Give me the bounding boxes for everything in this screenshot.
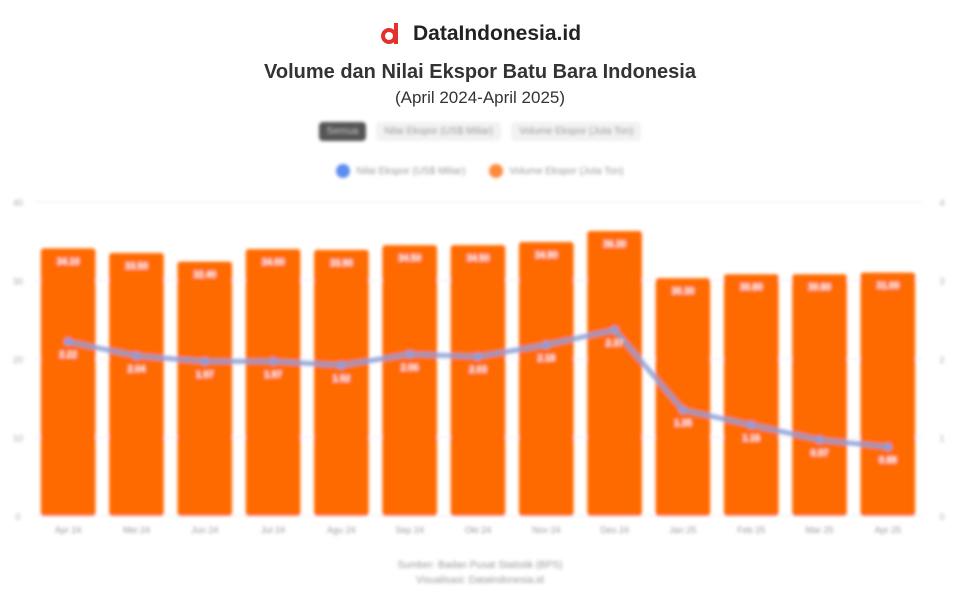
bar (723, 274, 779, 516)
line-point (474, 352, 482, 361)
bar (655, 278, 711, 516)
series-toggle-group: Semua Nilai Ekspor (US$ Miliar) Volume E… (0, 122, 960, 141)
bar (860, 272, 916, 516)
chart-title: Volume dan Nilai Ekspor Batu Bara Indone… (264, 61, 696, 83)
bar (792, 274, 847, 516)
bar (382, 245, 438, 517)
x-tick-label: Mar 25 (806, 525, 834, 535)
line-data-label: 2.18 (538, 353, 556, 363)
bar-data-label: 34.50 (398, 253, 421, 263)
left-tick-label: 0 (15, 512, 20, 522)
left-tick-label: 20 (13, 355, 23, 365)
line-data-label: 0.88 (879, 455, 897, 465)
brand-logo: DataIndonesia.id (0, 22, 960, 46)
bar-data-label: 30.80 (740, 282, 763, 292)
bar (518, 242, 574, 516)
credit-line: Visualisasi: DataIndonesia.id (416, 575, 544, 586)
line-point (883, 442, 892, 451)
logo-icon (380, 23, 398, 44)
line-point (337, 361, 346, 370)
line-point (132, 351, 141, 360)
right-tick-label: 0 (939, 512, 944, 522)
bar (587, 231, 642, 517)
line-point (747, 420, 756, 429)
bar (245, 249, 301, 516)
line-point (678, 406, 687, 415)
chart-subtitle: (April 2024-April 2025) (394, 88, 566, 107)
right-tick-label: 1 (939, 434, 944, 444)
right-tick-label: 4 (939, 198, 944, 208)
bar-data-label: 34.50 (467, 253, 490, 263)
line-data-label: 0.97 (811, 448, 829, 458)
legend-dot-icon (489, 164, 504, 178)
x-tick-label: Agu 24 (327, 525, 356, 535)
x-tick-label: Jun 24 (191, 525, 218, 535)
toggle-all-button[interactable]: Semua (318, 122, 367, 141)
line-point (405, 350, 414, 359)
x-tick-label: Jul 24 (261, 525, 285, 535)
source-line: Sumber: Badan Pusat Statistik (BPS) (397, 560, 563, 571)
bar-data-label: 30.80 (808, 282, 831, 292)
line-data-label: 1.16 (742, 433, 760, 443)
bar-data-label: 31.00 (877, 281, 900, 291)
line-data-label: 2.06 (401, 362, 419, 372)
line-point (200, 357, 209, 366)
x-tick-label: Jan 25 (669, 525, 696, 535)
bar (314, 249, 369, 516)
x-tick-label: Okt 24 (465, 525, 492, 535)
line-point (269, 357, 278, 366)
bar (40, 248, 96, 516)
x-tick-label: Apr 25 (875, 525, 902, 535)
bar (450, 245, 506, 517)
left-tick-label: 30 (13, 277, 23, 287)
left-tick-label: 40 (13, 198, 23, 208)
line-point (64, 337, 73, 346)
bar-data-label: 32.40 (194, 270, 217, 280)
line-data-label: 2.03 (469, 365, 487, 375)
legend: Nilai Ekspor (US$ Miliar) Volume Ekspor … (0, 164, 960, 178)
plot-group: 0 10 20 30 40 0 1 2 3 4 34.10 Apr 24 33.50 Mei 24 32.4… (13, 198, 945, 535)
bar-data-label: 33.90 (330, 258, 353, 268)
line-data-label: 1.92 (333, 373, 351, 383)
bar-data-label: 34.00 (262, 257, 285, 267)
x-tick-label: Nov 24 (532, 525, 561, 535)
bar (177, 261, 233, 516)
x-tick-label: Mei 24 (123, 525, 150, 535)
left-tick-label: 10 (13, 434, 23, 444)
x-tick-label: Des 24 (600, 525, 629, 535)
line-data-label: 1.97 (264, 369, 282, 379)
line-data-label: 2.22 (59, 350, 77, 360)
line-point (542, 340, 551, 349)
bar-data-label: 34.90 (535, 250, 558, 260)
bar-data-label: 33.50 (125, 261, 148, 271)
source-note: Sumber: Badan Pusat Statistik (BPS) Visu… (0, 558, 960, 588)
x-tick-label: Apr 24 (55, 525, 82, 535)
bar-data-label: 34.10 (57, 256, 80, 266)
right-tick-label: 3 (939, 277, 944, 287)
bar-data-label: 36.30 (603, 239, 626, 249)
line-point (610, 325, 619, 334)
line-data-label: 1.35 (674, 418, 692, 428)
line-data-label: 1.97 (196, 369, 214, 379)
x-tick-label: Sep 24 (395, 525, 424, 535)
bar (109, 253, 164, 516)
brand-name: DataIndonesia.id (412, 22, 582, 45)
line-data-label: 2.37 (606, 338, 624, 348)
line-point (815, 435, 824, 444)
line-data-label: 2.04 (128, 364, 146, 374)
toggle-volume-button[interactable]: Volume Ekspor (Juta Ton) (511, 122, 642, 141)
legend-item-volume[interactable]: Volume Ekspor (Juta Ton) (489, 164, 624, 178)
x-tick-label: Feb 25 (737, 525, 765, 535)
legend-dot-icon (336, 164, 351, 178)
legend-item-value[interactable]: Nilai Ekspor (US$ Miliar) (336, 164, 465, 178)
toggle-value-button[interactable]: Nilai Ekspor (US$ Miliar) (376, 122, 502, 141)
bar-data-label: 30.30 (672, 286, 695, 296)
right-tick-label: 2 (939, 355, 944, 365)
